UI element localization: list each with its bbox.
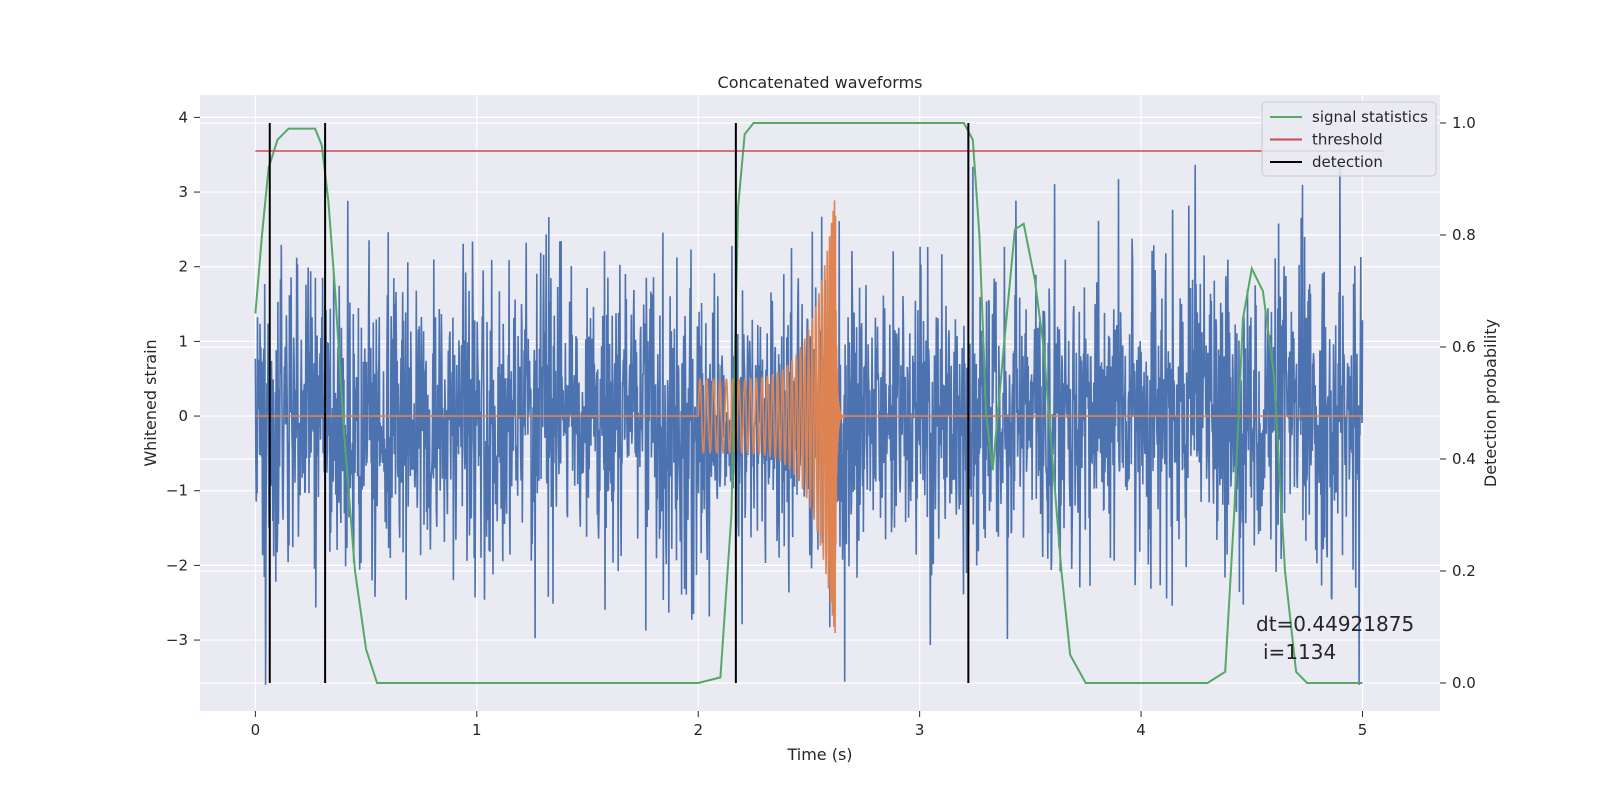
legend-label: signal statistics bbox=[1312, 108, 1428, 126]
legend-label: detection bbox=[1312, 153, 1383, 171]
annotation-i: i=1134 bbox=[1263, 640, 1336, 664]
y-right-tick-label: 0.4 bbox=[1452, 450, 1476, 468]
x-tick-label: 3 bbox=[915, 721, 925, 739]
y-right-tick-label: 0.2 bbox=[1452, 562, 1476, 580]
annotation-dt: dt=0.44921875 bbox=[1256, 612, 1414, 636]
y-tick-label: 0 bbox=[178, 407, 188, 425]
x-tick-label: 1 bbox=[472, 721, 482, 739]
y-tick-label: −2 bbox=[166, 556, 188, 574]
legend-label: threshold bbox=[1312, 131, 1383, 149]
series-chirp bbox=[255, 200, 1363, 634]
series-signal-statistics bbox=[254, 122, 1363, 684]
y-right-tick-label: 0.6 bbox=[1452, 338, 1476, 356]
y-tick-label: −3 bbox=[166, 631, 188, 649]
y-tick-label: −1 bbox=[166, 482, 188, 500]
legend-box bbox=[1261, 101, 1437, 177]
x-axis-label: Time (s) bbox=[786, 745, 852, 764]
x-tick-label: 0 bbox=[251, 721, 261, 739]
y-right-tick-label: 0.0 bbox=[1452, 674, 1476, 692]
annotation: dt=0.44921875 i=1134 bbox=[1256, 612, 1414, 664]
data-layer bbox=[254, 122, 1385, 685]
y-tick-label: 4 bbox=[178, 108, 188, 126]
x-tick-label: 4 bbox=[1136, 721, 1146, 739]
y-axis-label: Whitened strain bbox=[141, 339, 160, 466]
x-tick-label: 2 bbox=[693, 721, 703, 739]
legend: signal statistics threshold detection bbox=[1261, 101, 1437, 177]
axes: 0 1 2 3 4 5 −3 −2 −1 0 1 2 3 4 0.0 0.2 0.4 0.6 0.8 1.0 bbox=[166, 108, 1476, 739]
chart-title: Concatenated waveforms bbox=[718, 73, 923, 92]
y-axis-right-label: Detection probability bbox=[1481, 319, 1500, 487]
x-tick-label: 5 bbox=[1358, 721, 1368, 739]
y-right-tick-label: 1.0 bbox=[1452, 114, 1476, 132]
y-tick-label: 2 bbox=[178, 258, 188, 276]
y-right-tick-label: 0.8 bbox=[1452, 226, 1476, 244]
y-tick-label: 1 bbox=[178, 332, 188, 350]
y-tick-label: 3 bbox=[178, 183, 188, 201]
